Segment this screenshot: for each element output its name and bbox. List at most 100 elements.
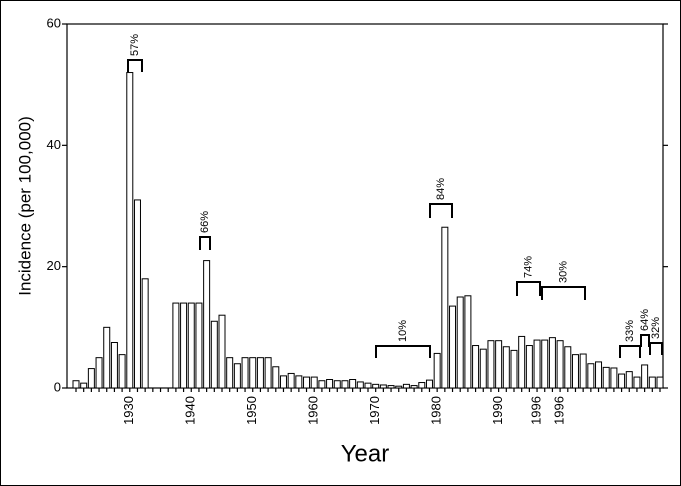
x-tick-label: 1940 (183, 396, 198, 425)
bracket (541, 286, 586, 300)
annotation: 66% (199, 211, 211, 233)
bar (256, 357, 264, 389)
bracket (516, 281, 541, 296)
bar (249, 357, 257, 389)
bar (241, 357, 249, 389)
bar (425, 379, 433, 389)
plot-border (66, 23, 664, 389)
bracket (429, 203, 453, 218)
bracket (199, 236, 211, 250)
bar (449, 305, 457, 389)
bar (456, 296, 464, 389)
y-axis-label: Incidence (per 100,000) (15, 116, 34, 296)
annotation: 10% (397, 320, 409, 342)
bar (495, 340, 503, 389)
bar (525, 345, 533, 389)
annotation: 57% (129, 34, 141, 56)
bar (226, 357, 234, 389)
bar (602, 366, 610, 389)
bar (195, 302, 203, 389)
bar (372, 383, 380, 389)
bar (571, 354, 579, 389)
annotation: 32% (650, 317, 662, 339)
bar (95, 357, 103, 389)
bar (264, 357, 272, 389)
bar (349, 379, 357, 389)
bar (210, 320, 218, 389)
y-tick-label: 40 (47, 137, 61, 152)
bracket (640, 334, 650, 347)
bracket (375, 345, 431, 358)
bracket (649, 342, 663, 355)
bar (648, 376, 656, 389)
annotation: 33% (624, 320, 636, 342)
bar (310, 376, 318, 389)
bar (341, 380, 349, 389)
bar (533, 339, 541, 389)
bar (318, 380, 326, 389)
bar (180, 302, 188, 389)
bar (72, 380, 80, 389)
x-tick-label: 1960 (306, 396, 321, 425)
bar (103, 326, 111, 389)
bar (502, 346, 510, 389)
bar (379, 384, 387, 389)
bar (548, 337, 556, 389)
x-tick-label: 1950 (244, 396, 259, 425)
bar (272, 366, 280, 389)
bar (356, 381, 364, 389)
bar (218, 314, 226, 389)
bar (610, 367, 618, 389)
bar (441, 226, 449, 389)
bar (187, 302, 195, 389)
x-axis-label: Year (341, 440, 390, 467)
bar (333, 380, 341, 389)
bar (233, 363, 241, 389)
bar (133, 199, 141, 389)
bar (418, 382, 426, 389)
x-tick-label: 1980 (429, 396, 444, 425)
bar (472, 345, 480, 389)
bar (587, 363, 595, 389)
bar (172, 302, 180, 389)
y-tick-label: 0 (54, 379, 61, 394)
bar (126, 72, 134, 389)
bar (541, 339, 549, 389)
bar (110, 342, 118, 389)
bar (618, 373, 626, 389)
y-tick-label: 60 (47, 15, 61, 30)
bar (303, 376, 311, 389)
x-tick-label: 1970 (367, 396, 382, 425)
bar (433, 352, 441, 389)
bar (279, 375, 287, 389)
bar (387, 385, 395, 389)
bar (595, 361, 603, 389)
x-tick-label: 1996 (552, 396, 567, 425)
bar (479, 348, 487, 389)
x-tick-label: 1990 (490, 396, 505, 425)
bar (487, 340, 495, 389)
bar (364, 382, 372, 389)
annotation: 30% (557, 261, 569, 283)
bar (295, 375, 303, 389)
bar (80, 382, 88, 389)
bar (641, 364, 649, 389)
bar (625, 371, 633, 389)
bar (118, 354, 126, 389)
bar (141, 278, 149, 389)
x-tick-label: 1930 (121, 396, 136, 425)
annotation: 64% (639, 309, 651, 331)
bar (510, 349, 518, 389)
bracket (619, 345, 641, 358)
bar (556, 340, 564, 389)
bar (326, 379, 334, 389)
bar (410, 385, 418, 389)
bar (564, 346, 572, 389)
bar (287, 372, 295, 389)
bar (633, 376, 641, 389)
bar (579, 353, 587, 389)
x-tick-label: 1996 (528, 396, 543, 425)
bar (395, 385, 403, 389)
bar (464, 295, 472, 389)
